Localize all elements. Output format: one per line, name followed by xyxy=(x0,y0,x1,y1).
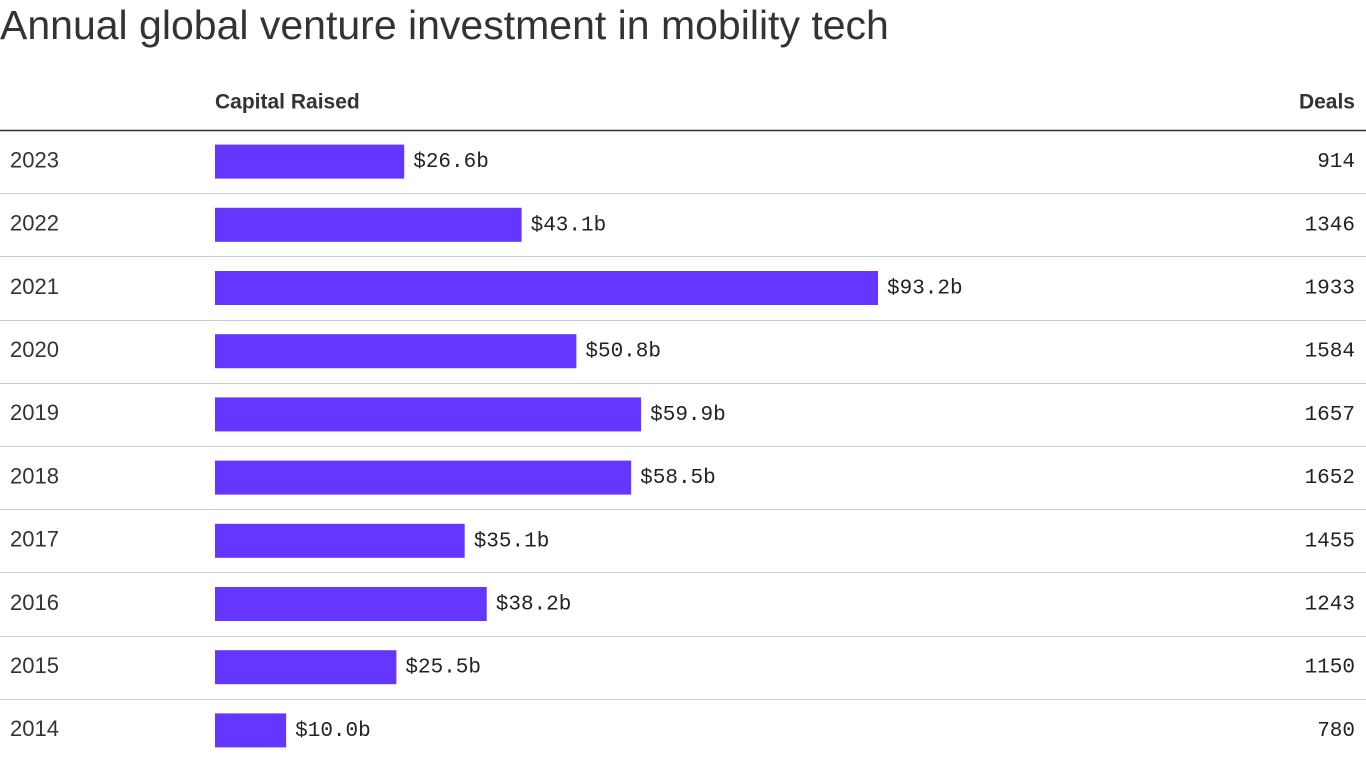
column-header: Capital Raised xyxy=(215,91,360,114)
bar xyxy=(215,397,642,432)
value-label: $25.5b xyxy=(405,657,481,680)
bar xyxy=(215,207,522,242)
value-label: $50.8b xyxy=(585,341,661,364)
row-label: 2017 xyxy=(10,527,59,552)
bar xyxy=(215,650,397,685)
value-label: $35.1b xyxy=(474,530,550,553)
value-label: $59.9b xyxy=(650,404,726,427)
column-header: Deals xyxy=(1299,91,1355,114)
deals-value: 1243 xyxy=(1305,594,1355,617)
value-label: $93.2b xyxy=(887,278,963,301)
bar xyxy=(215,271,878,305)
deals-value: 914 xyxy=(1317,151,1355,174)
deals-value: 1584 xyxy=(1305,341,1355,364)
bar xyxy=(215,713,287,748)
row-label: 2023 xyxy=(10,147,59,172)
deals-value: 1455 xyxy=(1305,530,1355,553)
row-label: 2022 xyxy=(10,211,59,236)
bar xyxy=(215,334,577,369)
deals-value: 780 xyxy=(1317,720,1355,743)
row-label: 2019 xyxy=(10,400,59,425)
deals-value: 1150 xyxy=(1305,657,1355,680)
row-label: 2015 xyxy=(10,653,59,678)
row-label: 2018 xyxy=(10,463,59,488)
value-label: $10.0b xyxy=(295,720,371,743)
bar xyxy=(215,587,487,621)
deals-value: 1652 xyxy=(1305,467,1355,490)
deals-value: 1657 xyxy=(1305,404,1355,427)
row-label: 2016 xyxy=(10,590,59,615)
value-label: $58.5b xyxy=(640,467,716,490)
value-label: $26.6b xyxy=(413,151,489,174)
row-label: 2014 xyxy=(10,716,59,741)
row-label: 2020 xyxy=(10,337,59,362)
row-label: 2021 xyxy=(10,274,59,299)
deals-value: 1346 xyxy=(1305,214,1355,237)
bar xyxy=(215,460,632,495)
deals-value: 1933 xyxy=(1305,278,1355,301)
bar xyxy=(215,144,405,179)
bar xyxy=(215,523,465,558)
chart-title: Annual global venture investment in mobi… xyxy=(0,2,889,48)
value-label: $43.1b xyxy=(531,214,607,237)
value-label: $38.2b xyxy=(496,594,572,617)
